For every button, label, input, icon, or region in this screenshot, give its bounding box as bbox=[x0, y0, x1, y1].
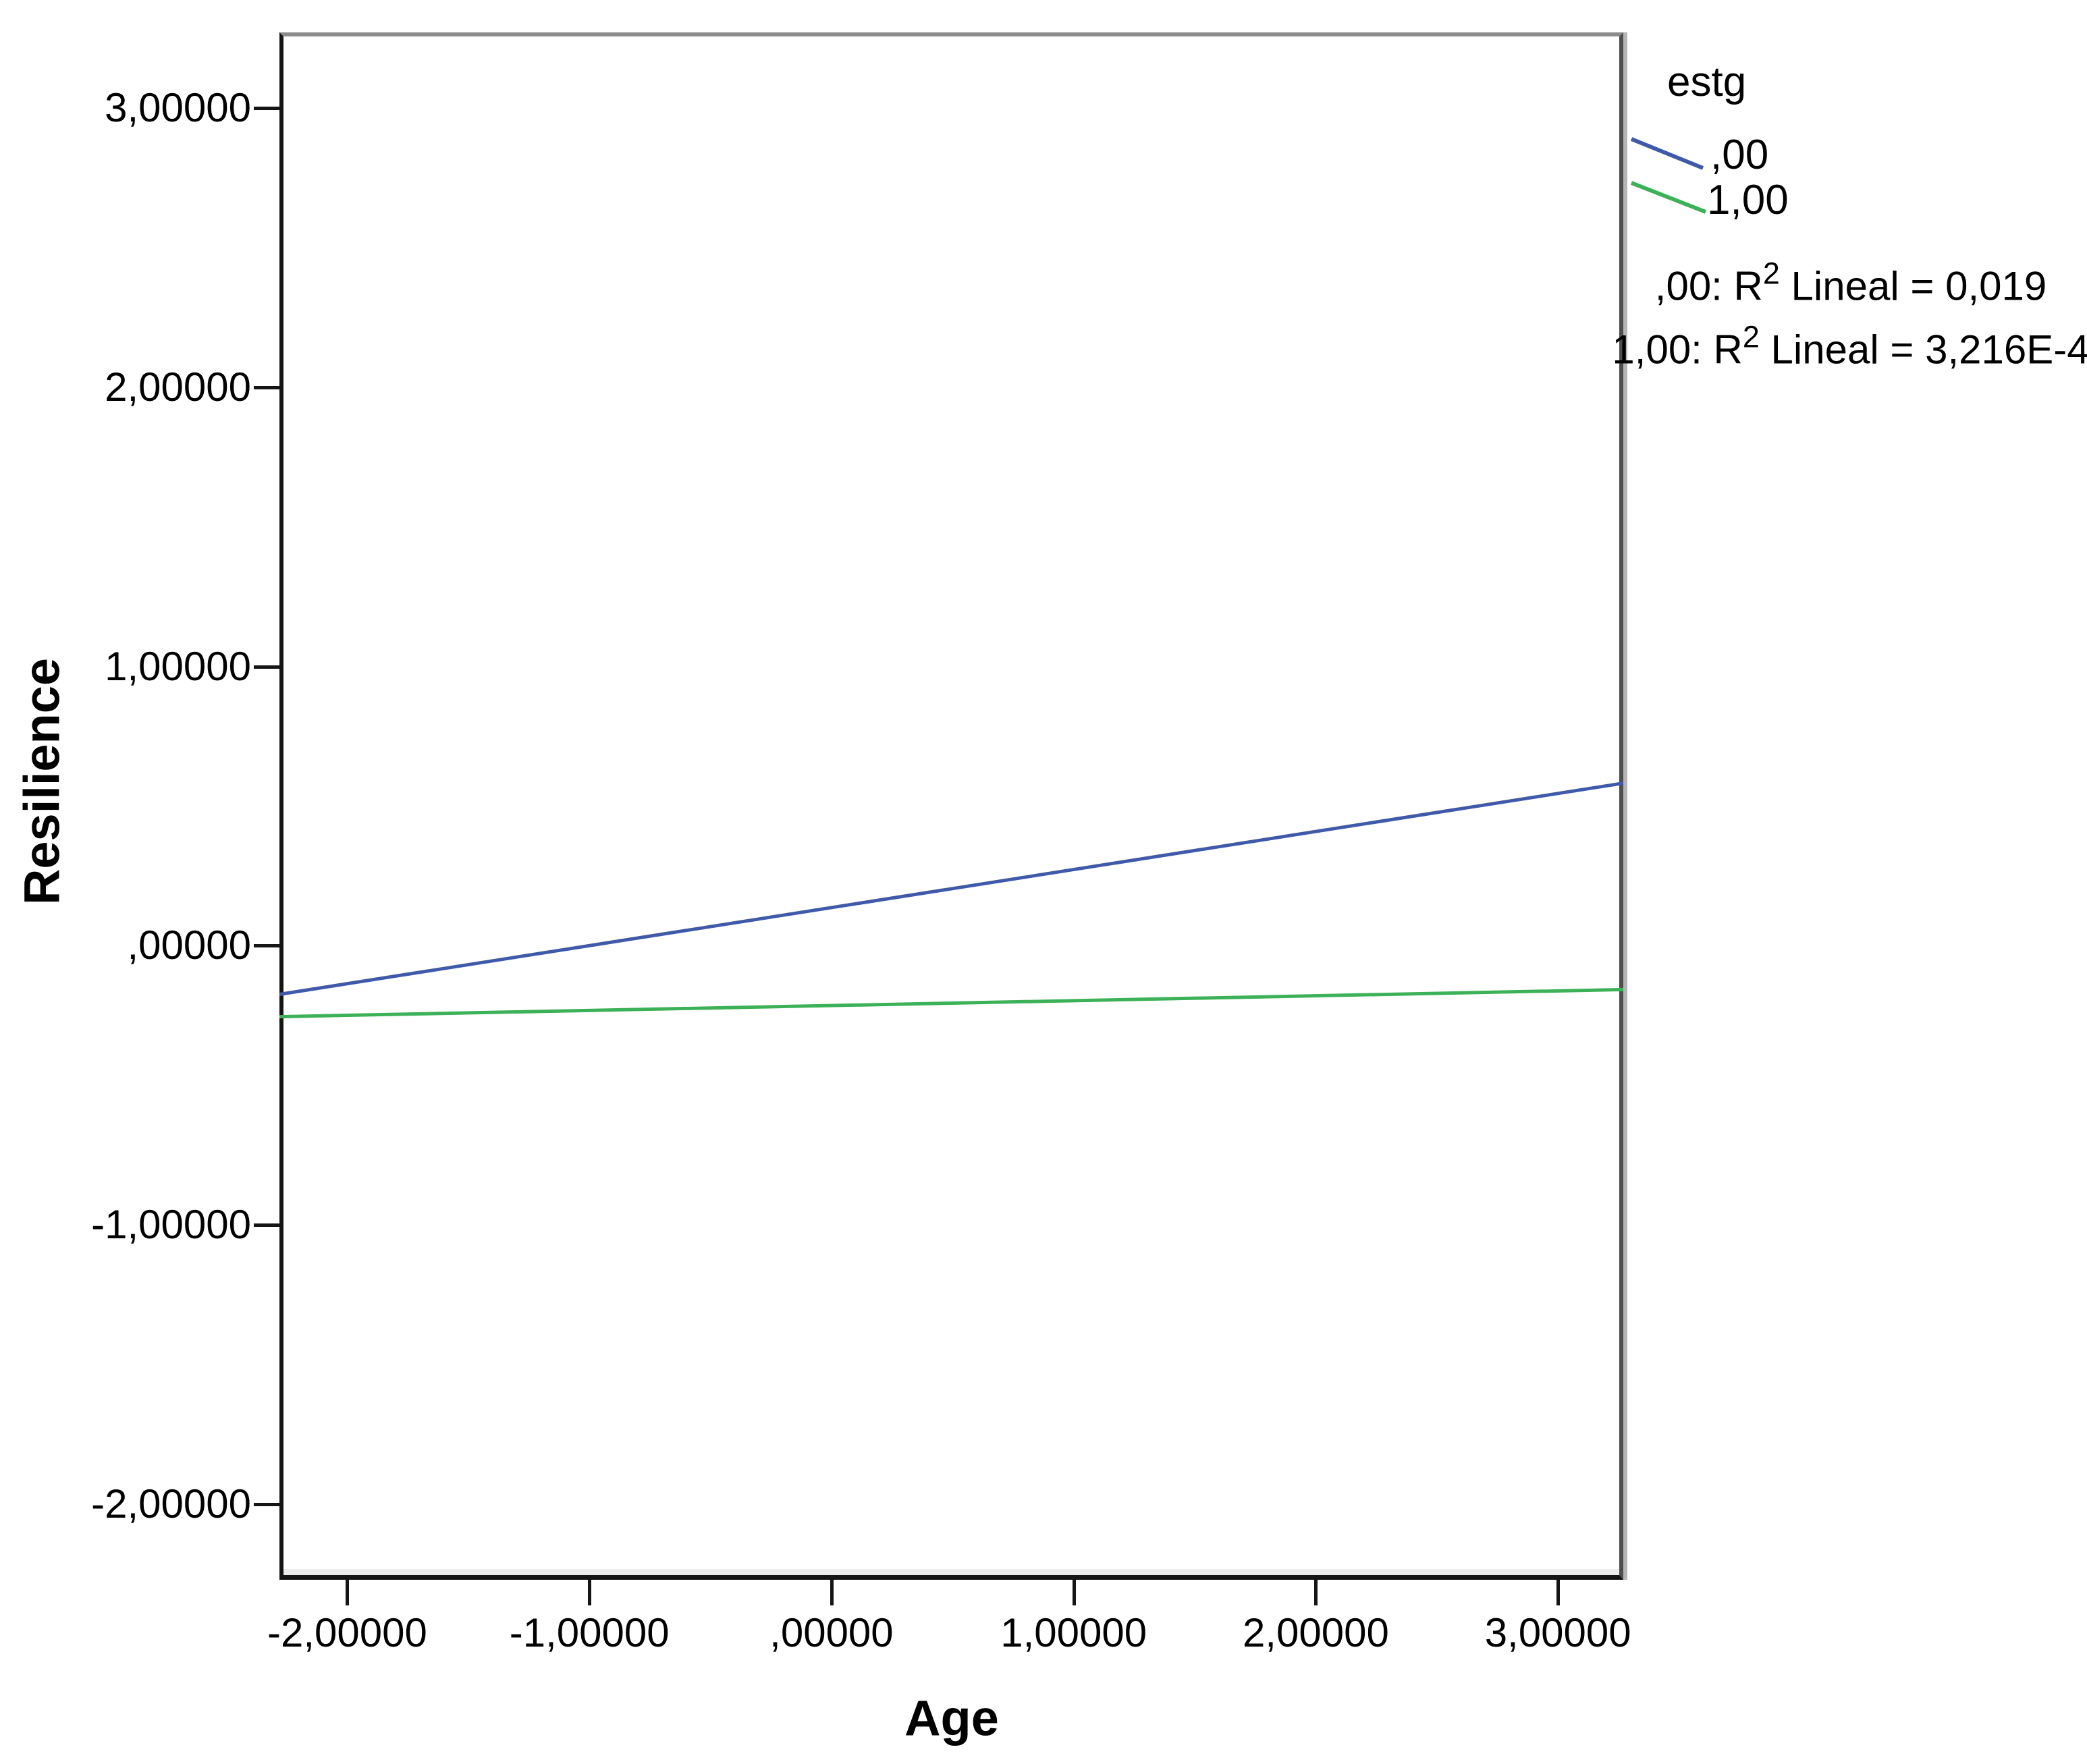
x-axis-tick-label: 3,00000 bbox=[1484, 1610, 1631, 1655]
x-axis-tick-mark bbox=[346, 1580, 350, 1605]
y-axis-tick-mark bbox=[254, 944, 279, 948]
y-axis-tick-mark bbox=[254, 106, 279, 110]
plot-area bbox=[279, 32, 1623, 1580]
legend-swatch-1 bbox=[1630, 181, 1707, 214]
y-axis-tick-label: -1,00000 bbox=[91, 1202, 251, 1248]
y-axis-tick-mark bbox=[254, 1223, 279, 1228]
fit-line-group-1 bbox=[279, 987, 1624, 1019]
r2-annotation-superscript: 2 bbox=[1762, 256, 1780, 291]
y-axis-tick-mark bbox=[254, 1503, 279, 1507]
x-axis-tick-label: -1,00000 bbox=[509, 1610, 670, 1655]
r2-annotation: 1,00: R2 Lineal = 3,216E-4 bbox=[1612, 314, 2087, 373]
x-axis-tick-label: -2,00000 bbox=[267, 1610, 427, 1655]
x-axis-tick-mark bbox=[830, 1580, 834, 1605]
y-axis-tick-label: 1,00000 bbox=[105, 643, 251, 689]
legend-swatch-0 bbox=[1630, 137, 1704, 170]
y-axis-tick-label: -2,00000 bbox=[91, 1481, 251, 1527]
y-axis-tick-label: 2,00000 bbox=[105, 364, 251, 410]
x-axis-tick-label: 1,00000 bbox=[1000, 1610, 1147, 1655]
r2-annotation-suffix: Lineal = 0,019 bbox=[1779, 263, 2047, 309]
y-axis-title: Resilience bbox=[13, 657, 70, 906]
x-axis-tick-mark bbox=[1556, 1580, 1561, 1605]
x-axis-tick-label: ,00000 bbox=[769, 1610, 894, 1655]
r2-annotation-suffix: Lineal = 3,216E-4 bbox=[1759, 327, 2087, 373]
r2-annotation: ,00: R2 Lineal = 0,019 bbox=[1655, 251, 2047, 310]
legend-title: estg bbox=[1667, 59, 1747, 105]
x-axis-title: Age bbox=[904, 1690, 999, 1746]
y-axis-tick-mark bbox=[254, 385, 279, 389]
y-axis-tick-label: ,00000 bbox=[127, 922, 251, 968]
y-axis-tick-mark bbox=[254, 665, 279, 669]
legend-entry-label: ,00 bbox=[1710, 132, 1769, 178]
y-axis-tick-label: 3,00000 bbox=[105, 84, 251, 130]
x-axis-tick-label: 2,00000 bbox=[1242, 1610, 1389, 1655]
x-axis-tick-mark bbox=[1072, 1580, 1076, 1605]
r2-annotation-prefix: ,00: R bbox=[1654, 263, 1763, 309]
fit-line-group-0 bbox=[279, 781, 1624, 996]
r2-annotation-superscript: 2 bbox=[1742, 319, 1760, 354]
x-axis-tick-mark bbox=[1314, 1580, 1318, 1605]
x-axis-tick-mark bbox=[588, 1580, 592, 1605]
legend-entry-label: 1,00 bbox=[1707, 177, 1789, 223]
r2-annotation-prefix: 1,00: R bbox=[1612, 327, 1743, 373]
